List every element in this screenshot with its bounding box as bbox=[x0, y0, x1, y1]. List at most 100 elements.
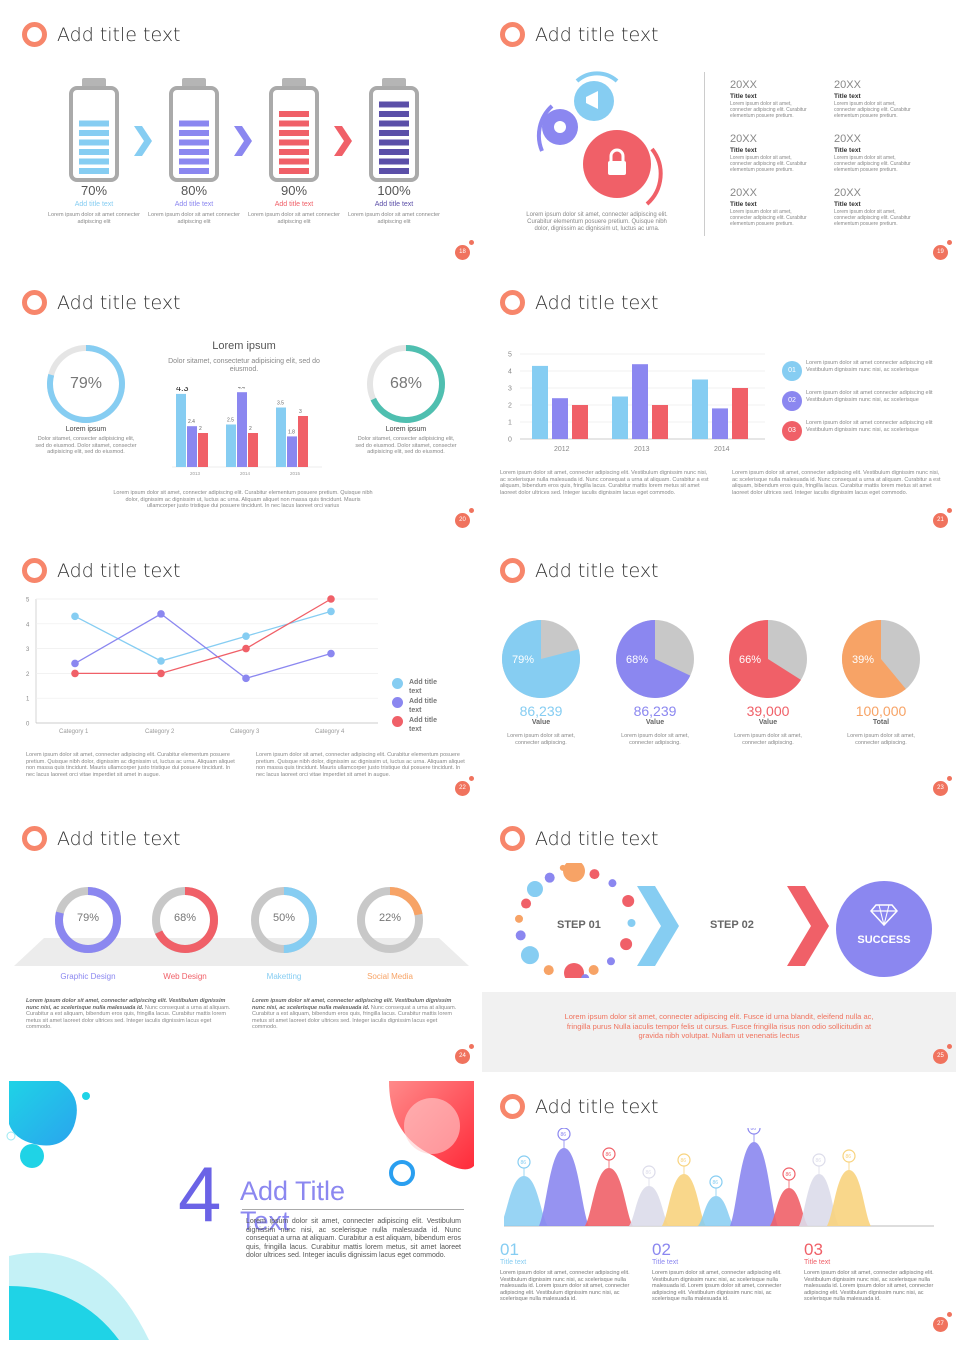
item-text: Lorem ipsum dolor sit amet, connecter ad… bbox=[730, 155, 807, 173]
battery-level-bar bbox=[79, 158, 109, 165]
item-text: Lorem ipsum dolor sit amet, connecter ad… bbox=[834, 101, 911, 119]
bar-chart: 0 1 2 3 4 5 2012 2013 2014 bbox=[508, 352, 765, 453]
bar bbox=[176, 393, 186, 467]
paragraph-left: Lorem ipsum dolor sit amet, connecter ad… bbox=[500, 470, 709, 496]
battery-level-bar bbox=[279, 111, 309, 117]
hill-marker bbox=[557, 1128, 571, 1141]
hill-shape bbox=[730, 1142, 778, 1226]
bar bbox=[198, 433, 208, 467]
hill-marker-label: 86 bbox=[846, 1154, 852, 1160]
column-title: Title text bbox=[804, 1259, 831, 1266]
megaphone-gear-icon bbox=[574, 81, 614, 121]
slide-title-row: Add title text bbox=[22, 22, 181, 47]
item-text: Lorem ipsum dolor sit amet, connecter ad… bbox=[730, 209, 807, 227]
data-point bbox=[157, 669, 165, 678]
battery-icon bbox=[69, 78, 119, 182]
legend-label: Add title text bbox=[409, 679, 437, 695]
battery-icon bbox=[169, 78, 219, 182]
slide-20: Add title text 79% Lorem ipsum Dolor sit… bbox=[4, 272, 478, 536]
bar bbox=[692, 379, 708, 439]
donut-arc bbox=[357, 887, 423, 953]
section-text: Lorem ipsum dolor sit amet, connecter ad… bbox=[246, 1218, 461, 1259]
chevron-right-icon bbox=[787, 886, 829, 966]
battery-level-bar bbox=[379, 130, 409, 136]
donut-label: Social Media bbox=[367, 972, 413, 981]
step-1-label: STEP 01 bbox=[557, 919, 601, 931]
donut-percent: 22% bbox=[378, 912, 402, 924]
legend-badge: 02 bbox=[782, 391, 802, 411]
slide-23: Add title text 79% 86,239 Value Lorem ipsum… bbox=[482, 540, 956, 804]
hill-shape bbox=[770, 1188, 808, 1226]
battery-level-bar bbox=[379, 168, 409, 174]
series-line bbox=[75, 598, 332, 675]
pie-text: Lorem ipsum dolor sit amet, connecter ad… bbox=[507, 733, 575, 746]
slide-title: Add title text bbox=[57, 23, 181, 46]
legend-text: Lorem ipsum dolor sit amet connecter adi… bbox=[806, 420, 933, 433]
slide-title: Add title text bbox=[535, 23, 659, 46]
chart-subtitle: Dolor sitamet, consectetur adipisicing e… bbox=[168, 358, 320, 373]
battery-level-bar bbox=[79, 149, 109, 155]
battery-level-bar bbox=[379, 111, 409, 117]
hill-shape bbox=[539, 1148, 589, 1226]
section-number: 4 bbox=[178, 1150, 222, 1238]
paragraph-right: Lorem ipsum dolor sit amet, connecter ad… bbox=[256, 752, 465, 778]
chart-title: Lorem ipsum bbox=[212, 340, 276, 352]
title-underline bbox=[242, 1209, 464, 1210]
paragraph-right-rest: Nunc consequat a urna at aliquam. Curabi… bbox=[252, 1004, 457, 1031]
data-point bbox=[327, 595, 335, 603]
legend-label: Add title text bbox=[409, 698, 437, 714]
success-label: SUCCESS bbox=[857, 934, 911, 946]
bar bbox=[552, 398, 568, 439]
battery-level-bar bbox=[279, 139, 309, 146]
bar-value-label: 4.3 bbox=[176, 387, 189, 393]
battery-percent: 70% bbox=[80, 183, 108, 198]
battery-percent: 100% bbox=[377, 183, 411, 198]
x-tick-label: 2013 bbox=[190, 471, 201, 476]
slide-title-row: Add title text bbox=[500, 826, 659, 851]
pie-text: Lorem ipsum dolor sit amet, connecter ad… bbox=[734, 733, 802, 746]
bar-value-label: 2.5 bbox=[227, 418, 234, 424]
column-text: Lorem ipsum dolor sit amet, connecter ad… bbox=[804, 1270, 934, 1302]
decorative-dot bbox=[589, 869, 600, 880]
gears-illustration bbox=[536, 71, 663, 206]
slide-24: Add title text 79% Graphic Design 68% Web D… bbox=[4, 808, 478, 1072]
legend-label: Add title text bbox=[409, 717, 437, 733]
decorative-dot bbox=[526, 881, 543, 898]
item-title: Title text bbox=[834, 93, 861, 100]
legend-dot bbox=[392, 716, 403, 727]
diamond-icon bbox=[870, 904, 898, 926]
battery-label: Add title text bbox=[174, 201, 214, 208]
battery-level-bar bbox=[79, 139, 109, 146]
slide-title-row: Add title text bbox=[500, 1094, 659, 1119]
bar bbox=[572, 405, 588, 439]
slide-27: Add title text 86 86 86 86 86 86 86 86 86 86 01 Ti… bbox=[482, 1076, 956, 1340]
step-2-label: STEP 02 bbox=[710, 919, 754, 931]
battery-level-bar bbox=[279, 149, 309, 155]
hill-shape bbox=[629, 1186, 669, 1226]
pie-label: Total bbox=[872, 719, 890, 726]
pie-slice bbox=[616, 620, 691, 698]
data-point bbox=[327, 607, 335, 616]
banner-text: Lorem ipsum dolor sit amet, connecter ad… bbox=[564, 1012, 874, 1040]
hill-marker-label: 86 bbox=[816, 1158, 822, 1164]
page-number: 24 bbox=[455, 1044, 474, 1064]
pie-chart bbox=[729, 620, 807, 698]
ring-right-value: 68% bbox=[389, 375, 423, 392]
column-number: 03 bbox=[804, 1240, 823, 1259]
hill-marker bbox=[842, 1149, 856, 1163]
battery-level-bar bbox=[79, 130, 109, 136]
ring-icon bbox=[22, 22, 47, 47]
item-title: Title text bbox=[730, 201, 757, 208]
column-number: 01 bbox=[500, 1240, 519, 1259]
hill-shape bbox=[799, 1174, 839, 1226]
slide-19: Add title text Lorem ipsum dolor sit ame… bbox=[482, 4, 956, 268]
legend-dot bbox=[392, 678, 403, 689]
chevron-right-icon bbox=[637, 886, 679, 966]
data-point bbox=[157, 657, 165, 665]
pie-text: Lorem ipsum dolor sit amet, connecter ad… bbox=[621, 733, 689, 746]
page-number: 20 bbox=[455, 508, 474, 528]
hill-shape bbox=[662, 1174, 706, 1226]
hill-marker-label: 86 bbox=[786, 1172, 792, 1178]
donut-label: Graphic Design bbox=[60, 972, 116, 981]
paragraph-left-bold: Lorem ipsum dolor sit amet, connecter ad… bbox=[26, 998, 226, 1011]
